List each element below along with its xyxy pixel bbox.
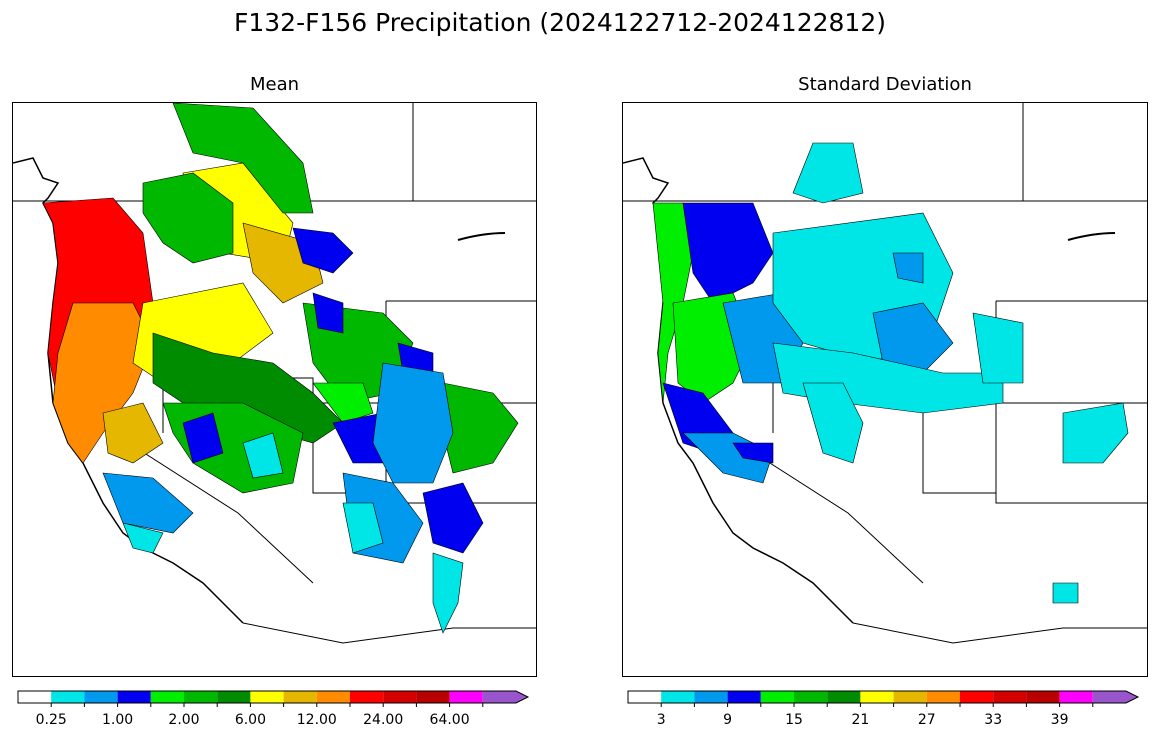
basin-cyan-ut [972,312,1024,384]
mean-map-canvas [13,103,536,644]
basin-cyan-north [792,142,864,204]
stddev-colorbar-segment [893,691,927,703]
figure-title: F132-F156 Precipitation (2024122712-2024… [233,8,886,37]
mean-colorbar-segment [283,691,317,703]
lake-feature [457,232,506,241]
stddev-colorbar-segment [1059,691,1093,703]
mean-colorbar-label: 2.00 [168,712,199,728]
stddev-colorbar: 3 9 15 21 27 33 39 [627,689,1140,729]
basin-lightblue-co [372,362,454,484]
mean-colorbar-segment [84,691,118,703]
basin-green-east [442,382,519,474]
stddev-colorbar-segment [794,691,828,703]
basin-blue-montana [292,227,354,274]
mean-colorbar-segment [350,691,384,703]
stddev-colorbar-segment [1092,691,1138,703]
stddev-colorbar-outline [627,690,1140,704]
basin-blue-ca [732,442,774,464]
stddev-colorbar-label: 9 [723,712,732,728]
stddev-colorbar-label: 21 [851,712,869,728]
basin-blue-wy [312,292,344,334]
mean-colorbar-segment [51,691,85,703]
basin-blue-wa [682,202,774,304]
basin-cyan-south [1052,582,1079,604]
mean-colorbar: 0.25 1.00 2.00 6.00 12.00 24.00 64.00 [17,689,530,729]
basin-green-idaho [172,103,314,214]
stddev-colorbar-segment [1026,691,1060,703]
mean-basins [42,103,519,634]
mean-panel-title: Mean [249,74,300,95]
basin-gold [102,402,164,464]
stddev-colorbar-segment [960,691,994,703]
basin-lightblue-ca [102,472,194,534]
mean-colorbar-segment [150,691,184,703]
mean-colorbar-segment [482,691,528,703]
basin-cyan-nm [432,552,464,634]
mean-colorbar-label: 1.00 [102,712,133,728]
mean-colorbar-segment [117,691,151,703]
basin-cyan-az [342,502,384,554]
stddev-colorbar-segment [661,691,695,703]
mean-colorbar-label: 0.25 [36,712,67,728]
stddev-colorbar-label: 3 [657,712,666,728]
stddev-colorbar-label: 39 [1051,712,1069,728]
mean-colorbar-label: 12.00 [297,712,337,728]
basin-cyan-nv [242,432,284,479]
basin-lightblue-id [872,302,954,374]
mean-colorbar-segment [184,691,218,703]
mean-colorbar-segment [416,691,450,703]
stddev-colorbar-segment [926,691,960,703]
stddev-colorbar-segment [727,691,761,703]
stddev-colorbar-svg: 3 9 15 21 27 33 39 [627,690,1140,728]
stddev-colorbar-label: 33 [984,712,1002,728]
basin-cyan-ca [122,522,164,554]
stddev-colorbar-segment [860,691,894,703]
mean-colorbar-segment [18,691,52,703]
lake-feature [1067,232,1116,241]
mean-colorbar-segment [316,691,350,703]
mean-colorbar-segment [383,691,417,703]
mean-colorbar-segment [449,691,483,703]
stddev-basins [652,142,1129,604]
basin-darkgreen-central [152,332,344,444]
mean-colorbar-label: 24.00 [363,712,403,728]
stddev-map [622,102,1148,677]
mean-colorbar-svg: 0.25 1.00 2.00 6.00 12.00 24.00 64.00 [17,690,530,728]
stddev-panel-title: Standard Deviation [798,74,972,95]
basin-lime [312,382,374,424]
stddev-colorbar-segment [694,691,728,703]
stddev-colorbar-label: 15 [785,712,803,728]
stddev-colorbar-segment [628,691,662,703]
mean-map [12,102,537,677]
stddev-map-canvas [623,103,1147,644]
basin-green-north [142,172,234,264]
stddev-colorbar-label: 27 [918,712,936,728]
stddev-colorbar-segment [827,691,861,703]
mean-colorbar-label: 6.00 [235,712,266,728]
basin-cyan-nv2 [802,382,864,464]
mean-colorbar-label: 64.00 [430,712,470,728]
basin-lightblue-mt [892,252,924,284]
basin-cyan-east [1062,402,1129,464]
mean-colorbar-outline [17,690,530,704]
basin-blue-nevada [182,412,224,464]
mean-colorbar-segment [250,691,284,703]
stddev-colorbar-segment [760,691,794,703]
mean-colorbar-segment [217,691,251,703]
stddev-colorbar-segment [993,691,1027,703]
basin-blue-nm [422,482,484,554]
